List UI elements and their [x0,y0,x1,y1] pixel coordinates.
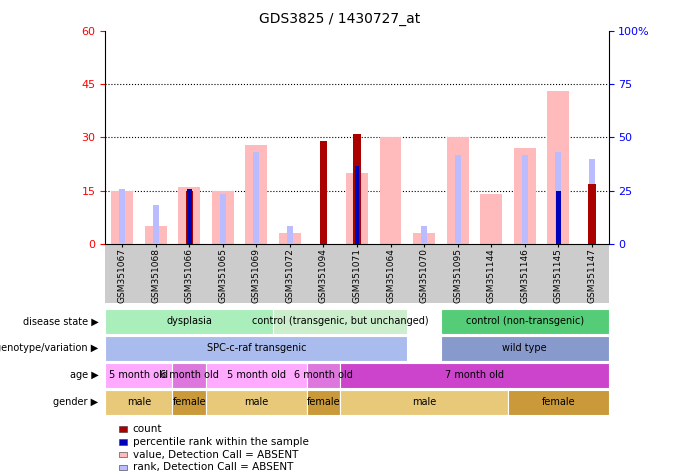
Bar [522,155,528,244]
Text: female: female [307,397,340,408]
Bar [320,141,327,244]
Text: age ▶: age ▶ [70,370,99,381]
Text: genotype/variation ▶: genotype/variation ▶ [0,343,99,354]
Bar [220,194,226,244]
Bar [556,191,560,244]
Bar [145,227,167,244]
Text: dysplasia: dysplasia [167,316,212,327]
Bar [245,145,267,244]
Text: 6 month old: 6 month old [160,370,219,381]
Text: 6 month old: 6 month old [294,370,353,381]
Bar [355,166,359,244]
Bar [588,184,596,244]
Bar [187,189,192,244]
Bar [379,137,401,244]
Text: count: count [133,424,162,434]
Bar [279,234,301,244]
Bar [547,91,569,244]
Text: control (non-transgenic): control (non-transgenic) [466,316,584,327]
Text: 5 month old: 5 month old [227,370,286,381]
Bar [346,173,368,244]
Bar [413,234,435,244]
Text: male: male [412,397,436,408]
Bar [112,191,133,244]
Text: rank, Detection Call = ABSENT: rank, Detection Call = ABSENT [133,462,293,473]
Text: SPC-c-raf transgenic: SPC-c-raf transgenic [207,343,306,354]
Text: disease state ▶: disease state ▶ [23,316,99,327]
Text: female: female [173,397,206,408]
Text: control (transgenic, but unchanged): control (transgenic, but unchanged) [252,316,428,327]
Bar [320,155,326,244]
Bar [287,227,293,244]
Bar [186,191,193,244]
Bar [354,134,360,244]
Bar [480,194,502,244]
Bar [254,152,259,244]
Bar [153,205,158,244]
Text: 5 month old: 5 month old [109,370,169,381]
Bar [212,191,234,244]
Text: wild type: wild type [503,343,547,354]
Text: GDS3825 / 1430727_at: GDS3825 / 1430727_at [259,12,421,26]
Text: male: male [127,397,151,408]
Text: value, Detection Call = ABSENT: value, Detection Call = ABSENT [133,449,298,460]
Bar [178,187,200,244]
Bar [455,155,460,244]
Bar [514,148,536,244]
Text: percentile rank within the sample: percentile rank within the sample [133,437,309,447]
Bar [354,163,360,244]
Bar [447,137,469,244]
Bar [119,189,125,244]
Text: male: male [244,397,269,408]
Bar [421,227,427,244]
Text: gender ▶: gender ▶ [54,397,99,408]
Bar [556,152,561,244]
Text: female: female [541,397,575,408]
Bar [589,159,595,244]
Text: 7 month old: 7 month old [445,370,504,381]
